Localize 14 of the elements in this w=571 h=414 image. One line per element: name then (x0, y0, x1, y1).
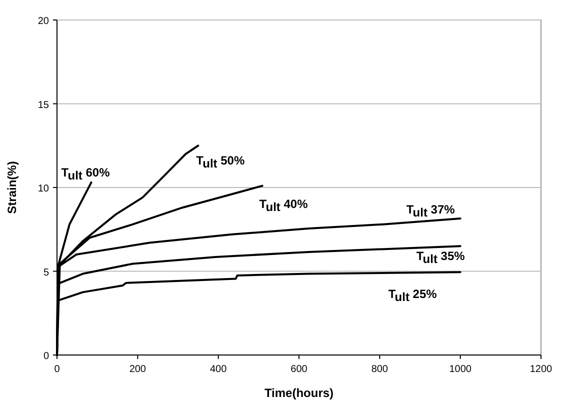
y-tick-label: 0 (43, 351, 50, 362)
x-tick-label: 1200 (530, 364, 553, 375)
x-tick-label: 400 (210, 364, 228, 375)
x-tick-label: 800 (371, 364, 388, 375)
y-tick-label: 10 (38, 184, 50, 194)
y-tick-label: 20 (38, 16, 50, 27)
x-axis-title: Time(hours) (264, 386, 334, 400)
x-tick-label: 1000 (449, 364, 472, 375)
y-axis-title: Strain(%) (5, 161, 19, 214)
y-tick-label: 15 (38, 100, 50, 111)
x-tick-label: 600 (290, 364, 308, 375)
y-tick-label: 5 (43, 267, 50, 278)
x-tick-label: 200 (129, 364, 146, 375)
x-tick-label: 0 (54, 364, 60, 375)
